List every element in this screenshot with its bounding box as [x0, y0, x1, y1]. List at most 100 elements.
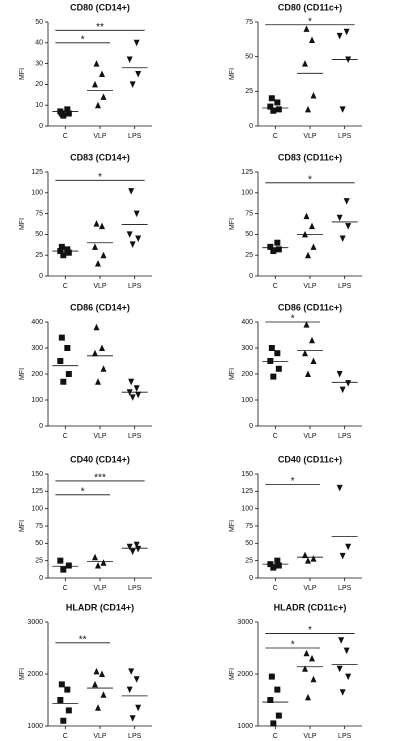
panel: CD86 (CD11c+) MFI 0 100 200 300 400 C VLP LPS * [229, 302, 362, 440]
data-point [303, 649, 310, 657]
y-tick-label: 125 [241, 488, 253, 495]
data-point [336, 665, 343, 673]
data-point [267, 103, 274, 110]
significance-label: * [308, 625, 312, 636]
data-point [93, 220, 100, 227]
y-axis-label: MFI [229, 368, 236, 380]
y-tick-label: 50 [35, 231, 43, 238]
data-point [345, 380, 352, 387]
significance-label: * [81, 34, 85, 45]
data-point [99, 70, 105, 77]
y-tick-label: 25 [245, 88, 253, 95]
data-point [129, 715, 136, 722]
x-tick-label: LPS [128, 585, 142, 592]
data-point [92, 243, 98, 250]
significance-label: * [308, 174, 312, 185]
y-tick-label: 75 [35, 523, 43, 530]
y-axis-label: MFI [19, 520, 26, 532]
data-point [268, 95, 275, 102]
y-tick-label: 0 [249, 273, 253, 280]
y-tick-label: 200 [31, 371, 43, 378]
data-point [57, 358, 64, 364]
data-point [60, 378, 67, 385]
data-point [267, 358, 274, 364]
data-point [274, 350, 281, 357]
data-point [343, 198, 350, 205]
x-tick-label: VLP [303, 585, 317, 592]
data-point [135, 235, 142, 243]
data-point [64, 345, 71, 351]
data-point [58, 110, 65, 117]
data-point [129, 241, 136, 248]
y-tick-label: 50 [245, 231, 253, 238]
data-point [99, 222, 105, 230]
y-tick-label: 300 [241, 345, 253, 352]
y-tick-label: 150 [241, 471, 253, 478]
y-tick-label: 2000 [27, 671, 43, 678]
data-point [58, 681, 65, 688]
y-tick-label: 0 [39, 423, 43, 430]
y-tick-label: 50 [35, 540, 43, 547]
x-tick-label: VLP [93, 133, 107, 140]
data-point [336, 371, 343, 378]
y-tick-label: 75 [245, 523, 253, 530]
data-point [309, 222, 315, 230]
y-tick-label: 100 [241, 506, 253, 513]
data-point [57, 557, 64, 564]
panel-title: HLADR (CD11c+) [274, 602, 347, 612]
data-point [60, 717, 67, 724]
y-axis-label: MFI [229, 68, 236, 80]
data-point [309, 36, 315, 44]
data-point [92, 349, 98, 357]
y-tick-label: 3000 [237, 619, 253, 626]
data-point [303, 212, 310, 220]
data-point [267, 697, 274, 703]
y-tick-label: 125 [31, 169, 43, 176]
data-point [336, 484, 343, 492]
y-tick-label: 100 [31, 397, 43, 404]
x-tick-label: LPS [338, 733, 352, 740]
data-point [310, 91, 317, 99]
x-tick-label: VLP [93, 733, 107, 740]
data-point [305, 105, 311, 113]
data-point [65, 707, 72, 714]
x-tick-label: C [273, 585, 278, 592]
data-point [95, 260, 101, 267]
data-point [343, 647, 350, 655]
x-tick-label: C [273, 283, 278, 290]
data-point [338, 637, 345, 644]
data-point [274, 99, 281, 106]
x-tick-label: VLP [93, 433, 107, 440]
data-point [345, 543, 352, 551]
data-point [274, 686, 281, 693]
y-tick-label: 25 [35, 558, 43, 565]
x-tick-label: LPS [338, 133, 352, 140]
data-point [275, 106, 282, 113]
y-axis-label: MFI [229, 218, 236, 230]
panel-title: CD86 (CD14+) [70, 302, 130, 312]
data-point [302, 665, 308, 672]
significance-label: * [291, 314, 295, 325]
data-point [305, 693, 311, 701]
y-tick-label: 300 [31, 345, 43, 352]
panel: CD83 (CD11c+) MFI 0 25 50 75 100 125 C VLP LPS * [229, 152, 362, 290]
data-point [129, 548, 136, 556]
data-point [302, 551, 308, 559]
y-tick-label: 10 [35, 102, 43, 109]
y-tick-label: 0 [249, 575, 253, 582]
data-point [302, 60, 308, 67]
x-tick-label: LPS [338, 585, 352, 592]
x-tick-label: LPS [338, 433, 352, 440]
y-axis-label: MFI [229, 668, 236, 680]
data-point [64, 686, 71, 693]
x-tick-label: LPS [338, 283, 352, 290]
significance-label: * [81, 486, 85, 497]
data-point [305, 557, 311, 564]
panel: CD86 (CD14+) MFI 0 100 200 300 400 C VLP LPS [19, 302, 152, 440]
data-point [303, 321, 310, 328]
data-point [92, 80, 98, 88]
panel: CD80 (CD11c+) MFI 0 25 50 75 C VLP LPS * [229, 2, 362, 140]
data-point [310, 555, 317, 562]
